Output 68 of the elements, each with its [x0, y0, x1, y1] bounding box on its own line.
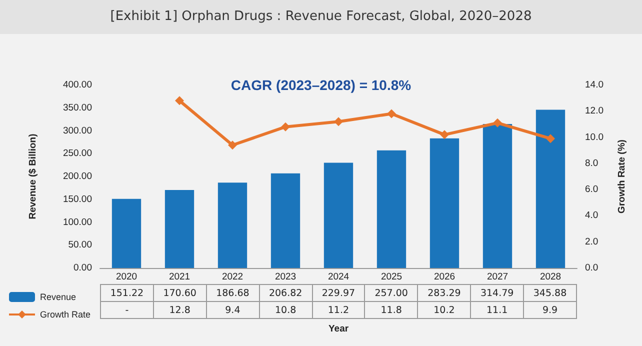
bar: [536, 110, 566, 268]
bar: [218, 182, 248, 268]
chart-title: [Exhibit 1] Orphan Drugs : Revenue Forecast, Global, 2020–2028: [0, 0, 642, 34]
legend-label: Growth Rate: [40, 310, 91, 320]
point: [175, 96, 184, 106]
point: [281, 122, 290, 132]
x-tick-label: 2027: [486, 272, 508, 282]
text: -: [125, 304, 129, 316]
data-label: 170.60: [153, 284, 206, 302]
bar: [430, 138, 460, 268]
bar: [164, 190, 194, 268]
y2-tick-label: 12.0: [585, 106, 604, 117]
y2-tick-label: 6.0: [585, 184, 598, 196]
y2-tick-label: 10.0: [585, 132, 604, 143]
y-tick-label: 250.00: [62, 148, 92, 160]
y-tick-label: 350.00: [62, 102, 92, 114]
point: [440, 130, 449, 140]
y2-axis-title: Growth Rate (%): [616, 140, 628, 214]
x-tick-label: 2028: [540, 272, 562, 282]
data-label: 257.00: [364, 284, 418, 302]
y-axis-title: Revenue ($ Billion): [28, 134, 38, 220]
y-tick-label: 400.00: [62, 80, 92, 90]
data-label: 151.22: [100, 284, 154, 302]
y-tick-label: 100.00: [62, 216, 92, 228]
data-label: 10.2: [418, 302, 471, 318]
point: [228, 140, 237, 150]
data-label: 12.8: [153, 302, 206, 318]
data-label: 229.97: [312, 284, 365, 302]
point: [493, 118, 502, 128]
y2-tick-label: 0.0: [585, 262, 598, 274]
x-tick-label: 2026: [434, 272, 456, 282]
x-tick-label: 2022: [222, 272, 244, 282]
bar: [112, 198, 142, 268]
x-tick-label: 2023: [274, 272, 296, 282]
annotation: CAGR (2023–2028) = 10.8%: [230, 77, 412, 93]
y-tick-label: 150.00: [62, 194, 92, 205]
data-label: 283.29: [418, 284, 471, 302]
data-label: 314.79: [470, 284, 524, 302]
point: [546, 134, 555, 144]
y-tick-label: 50.00: [68, 240, 92, 251]
x-axis-title: Year: [328, 324, 349, 334]
data-label: 9.4: [206, 302, 260, 318]
data-label: 186.68: [206, 284, 260, 302]
x-tick-label: 2020: [116, 272, 138, 282]
bar: [482, 124, 512, 268]
point: [387, 109, 396, 118]
y2-tick-label: 4.0: [585, 210, 598, 222]
y-tick-label: 300.00: [62, 125, 92, 136]
x-tick-label: 2024: [328, 272, 350, 282]
y-tick-label: 200.00: [62, 171, 92, 182]
data-label: 9.9: [524, 302, 576, 318]
data-label: 345.88: [524, 284, 576, 302]
data-label: 11.8: [364, 302, 418, 318]
bar: [376, 150, 406, 268]
data-label: 11.1: [470, 302, 524, 318]
x-tick-label: 2021: [168, 272, 190, 282]
data-label: 206.82: [259, 284, 312, 302]
y2-tick-label: 2.0: [585, 236, 598, 248]
data-label: 10.8: [259, 302, 312, 318]
bar: [270, 173, 300, 268]
legend-label: Revenue: [40, 292, 76, 302]
y2-tick-label: 14.0: [585, 80, 604, 90]
y2-tick-label: 8.0: [585, 158, 598, 169]
bar: [324, 162, 354, 268]
point: [334, 117, 343, 126]
y-tick-label: 0.00: [74, 262, 92, 274]
x-tick-label: 2025: [380, 272, 402, 282]
data-label: 11.2: [312, 302, 365, 318]
